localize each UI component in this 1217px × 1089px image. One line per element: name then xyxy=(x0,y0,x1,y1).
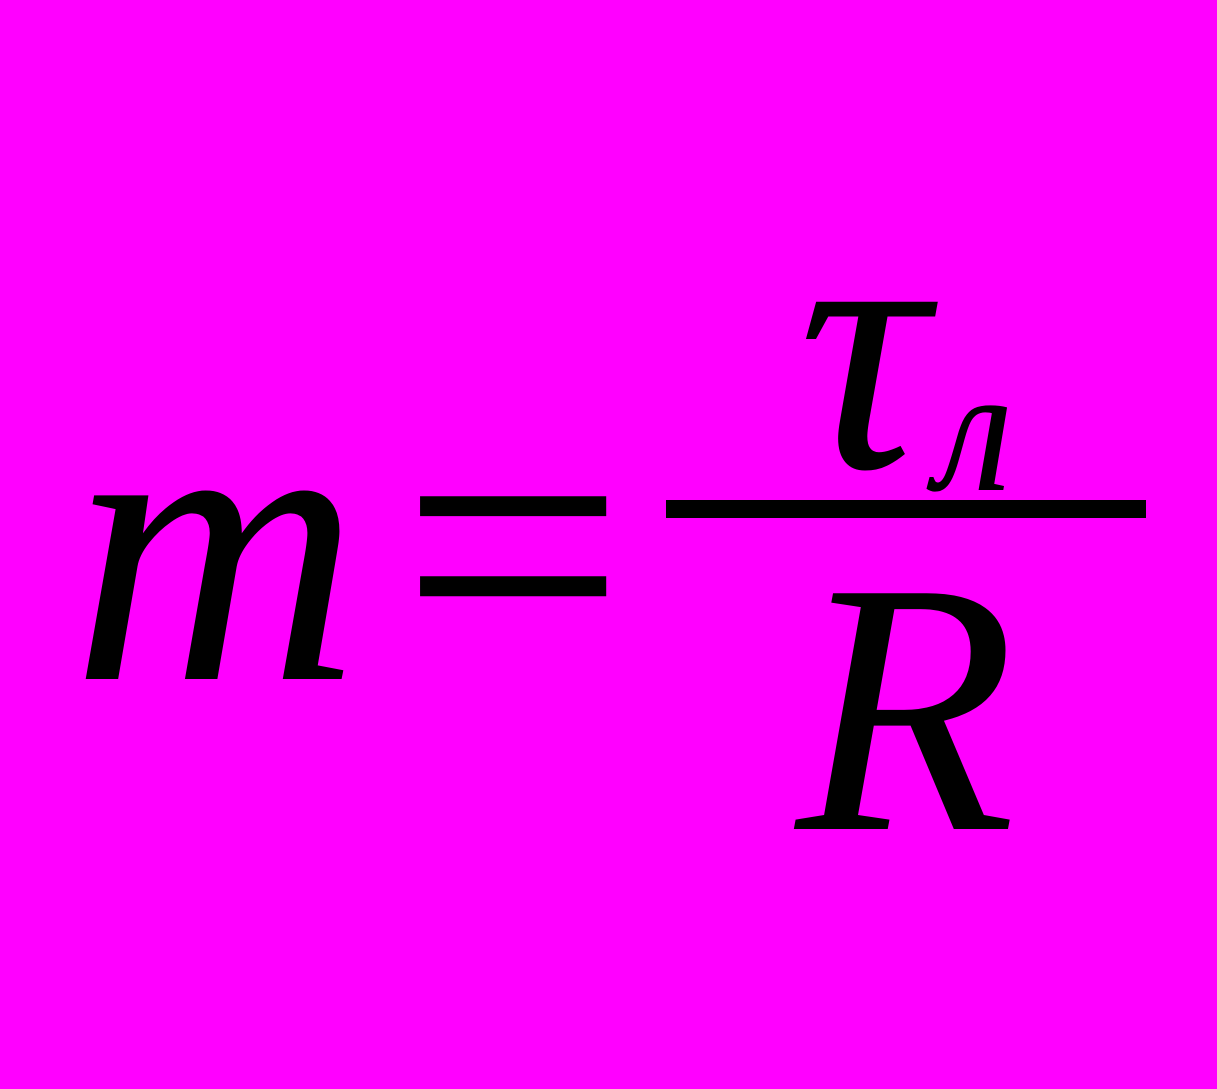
denominator: R xyxy=(796,518,1016,888)
numerator-subscript: л xyxy=(935,340,1014,520)
lhs-variable: m xyxy=(71,345,360,745)
numerator: τ л xyxy=(778,202,1033,500)
fraction: τ л R xyxy=(666,202,1146,888)
formula-container: m = τ л R xyxy=(71,202,1145,888)
numerator-base: τ xyxy=(798,202,927,490)
equals-sign: = xyxy=(400,345,626,745)
